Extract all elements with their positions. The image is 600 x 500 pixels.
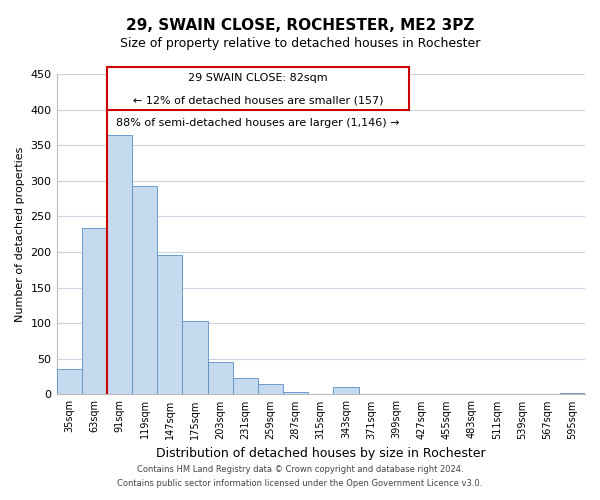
Bar [132, 186, 157, 394]
Bar [283, 392, 308, 394]
Bar [82, 228, 107, 394]
Bar [334, 388, 359, 394]
X-axis label: Distribution of detached houses by size in Rochester: Distribution of detached houses by size … [156, 447, 485, 460]
Text: 29, SWAIN CLOSE, ROCHESTER, ME2 3PZ: 29, SWAIN CLOSE, ROCHESTER, ME2 3PZ [126, 18, 474, 32]
Bar [233, 378, 258, 394]
Bar [560, 393, 585, 394]
Bar [258, 384, 283, 394]
Bar [182, 321, 208, 394]
Bar [56, 369, 82, 394]
Text: ← 12% of detached houses are smaller (157): ← 12% of detached houses are smaller (15… [133, 96, 383, 106]
Text: Contains HM Land Registry data © Crown copyright and database right 2024.
Contai: Contains HM Land Registry data © Crown c… [118, 466, 482, 487]
Text: Size of property relative to detached houses in Rochester: Size of property relative to detached ho… [120, 38, 480, 51]
Text: 88% of semi-detached houses are larger (1,146) →: 88% of semi-detached houses are larger (… [116, 118, 400, 128]
Bar [107, 135, 132, 394]
Bar [157, 255, 182, 394]
Text: 29 SWAIN CLOSE: 82sqm: 29 SWAIN CLOSE: 82sqm [188, 74, 328, 84]
Bar [208, 362, 233, 394]
Y-axis label: Number of detached properties: Number of detached properties [15, 146, 25, 322]
FancyBboxPatch shape [107, 67, 409, 110]
